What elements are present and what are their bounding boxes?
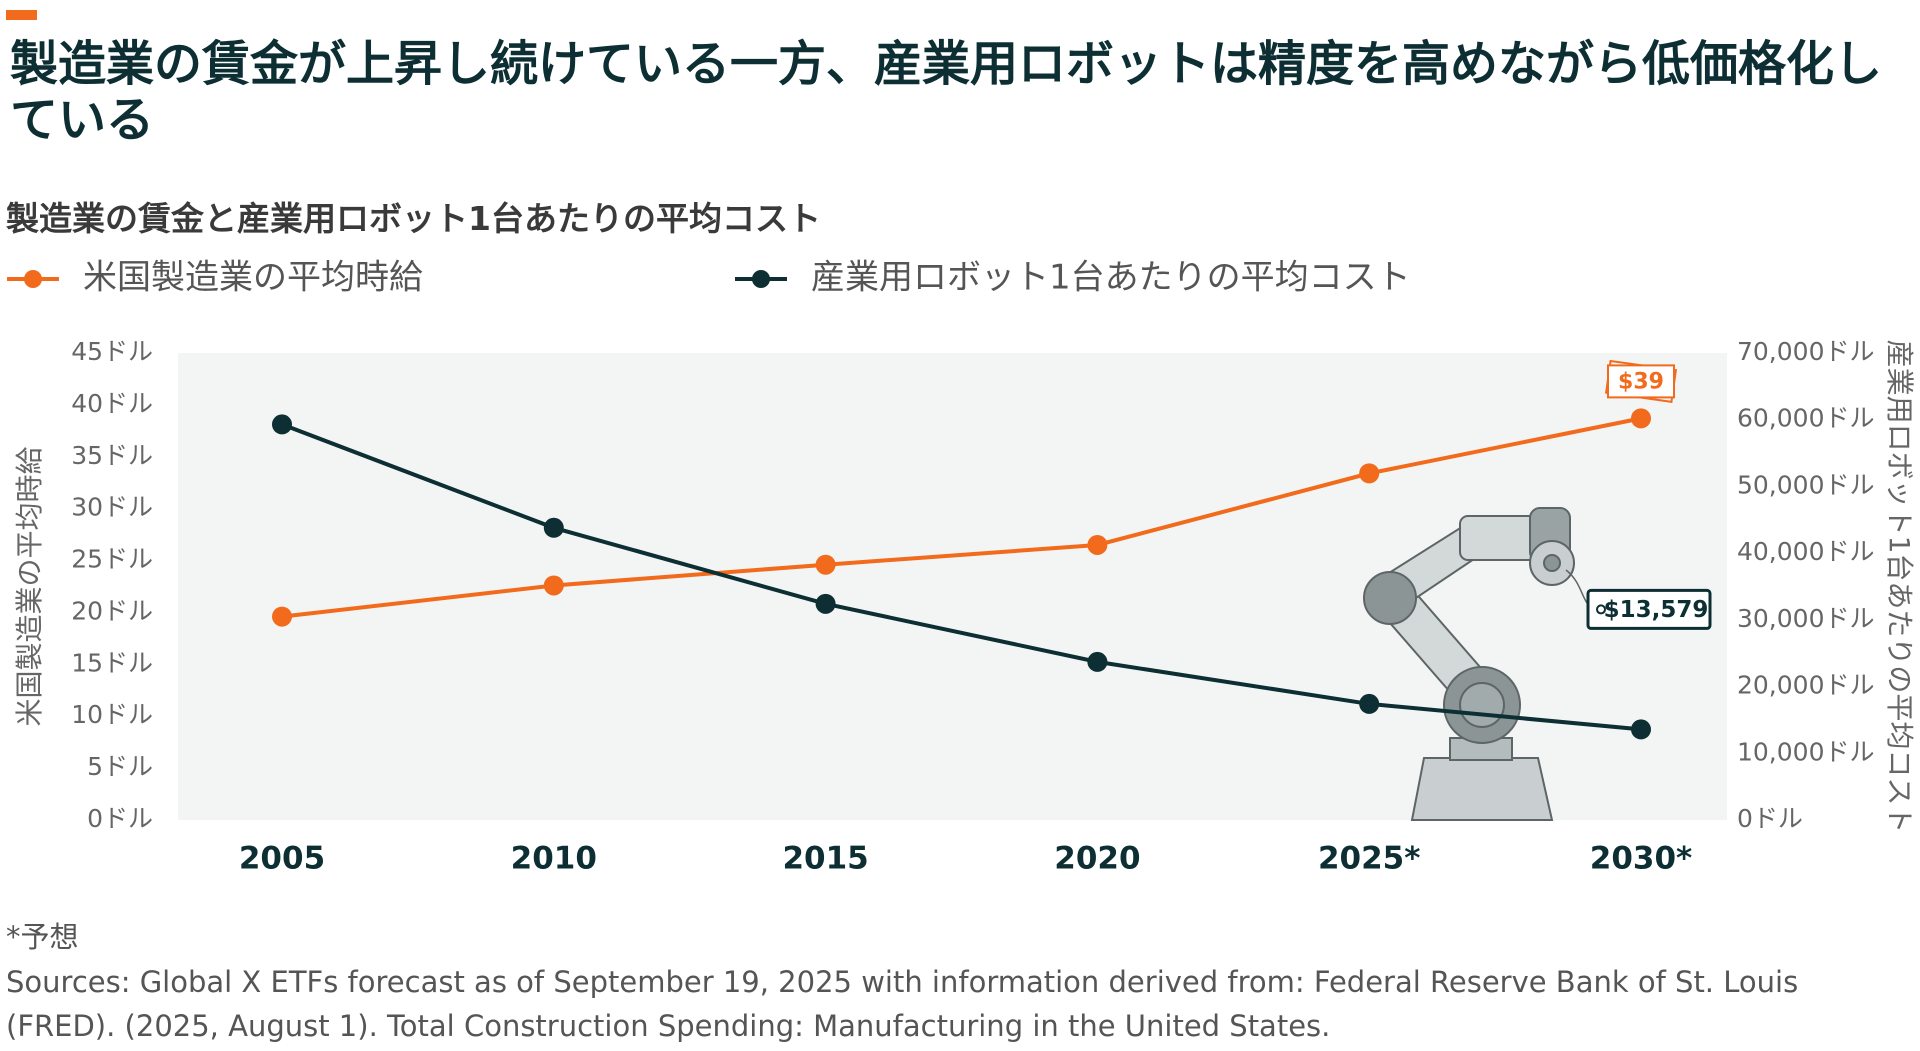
y-tick-label: 40ドル [71,389,153,418]
data-point [1631,719,1651,740]
y-tick-label: 5ドル [87,752,153,781]
data-point [1631,408,1651,429]
y-axis-title: 米国製造業の平均時給 [13,446,46,726]
chart-title: 製造業の賃金が上昇し続けている一方、産業用ロボットは精度を高めながら低価格化して… [10,36,1883,148]
x-tick-label: 2025* [1318,841,1421,877]
x-tick-label: 2010 [511,841,597,877]
x-tick-label: 2015 [782,841,868,877]
data-point [543,575,564,596]
y-tick-label: 20ドル [71,596,153,625]
legend-marker [752,270,770,288]
y-tick-label: 30ドル [71,493,153,522]
series-line [281,416,1642,619]
data-point [272,414,292,435]
chart-subtitle: 製造業の賃金と産業用ロボット1台あたりの平均コスト [6,199,821,238]
value-label: $13,579 [1604,597,1709,623]
value-label: $39 [1618,369,1664,394]
value-label-box [1607,364,1675,399]
data-point [815,593,836,614]
x-tick-label: 2020 [1054,841,1140,877]
sources: Sources: Global X ETFs forecast as of Se… [6,965,1799,1043]
value-label-dot [1596,604,1606,615]
data-point [1359,693,1380,714]
y2-tick-label: 50,000ドル [1737,470,1874,499]
value-label-box [1586,588,1712,630]
legend-label: 産業用ロボット1台あたりの平均コスト [811,258,1411,298]
y2-tick-label: 30,000ドル [1737,604,1874,633]
y-tick-label: 25ドル [71,545,153,574]
data-point [272,606,292,627]
legend-marker [24,270,42,288]
y-tick-label: 15ドル [71,648,153,677]
series-line [281,422,1642,732]
y-tick-label: 10ドル [71,700,153,729]
data-point [543,517,564,538]
y2-tick-label: 20,000ドル [1737,671,1874,700]
y2-tick-label: 0ドル [1737,804,1803,833]
footnote: *予想 [6,920,79,954]
y2-tick-label: 60,000ドル [1737,404,1874,433]
data-point [1359,463,1380,484]
y2-tick-label: 70,000ドル [1737,337,1874,366]
x-tick-label: 2005 [239,841,325,877]
data-point [815,554,836,575]
accent-bar [6,10,37,20]
legend-label: 米国製造業の平均時給 [83,258,423,298]
data-point [1087,651,1108,672]
x-tick-label: 2030* [1590,841,1693,877]
y2-axis-title: 産業用ロボット1台あたりの平均コスト [1883,340,1916,834]
y-tick-label: 0ドル [87,804,153,833]
y2-tick-label: 40,000ドル [1737,537,1874,566]
data-point [1087,534,1108,555]
y-tick-label: 35ドル [71,441,153,470]
robot-illustration [1363,507,1599,821]
y2-tick-label: 10,000ドル [1737,737,1874,766]
y-tick-label: 45ドル [71,337,153,366]
